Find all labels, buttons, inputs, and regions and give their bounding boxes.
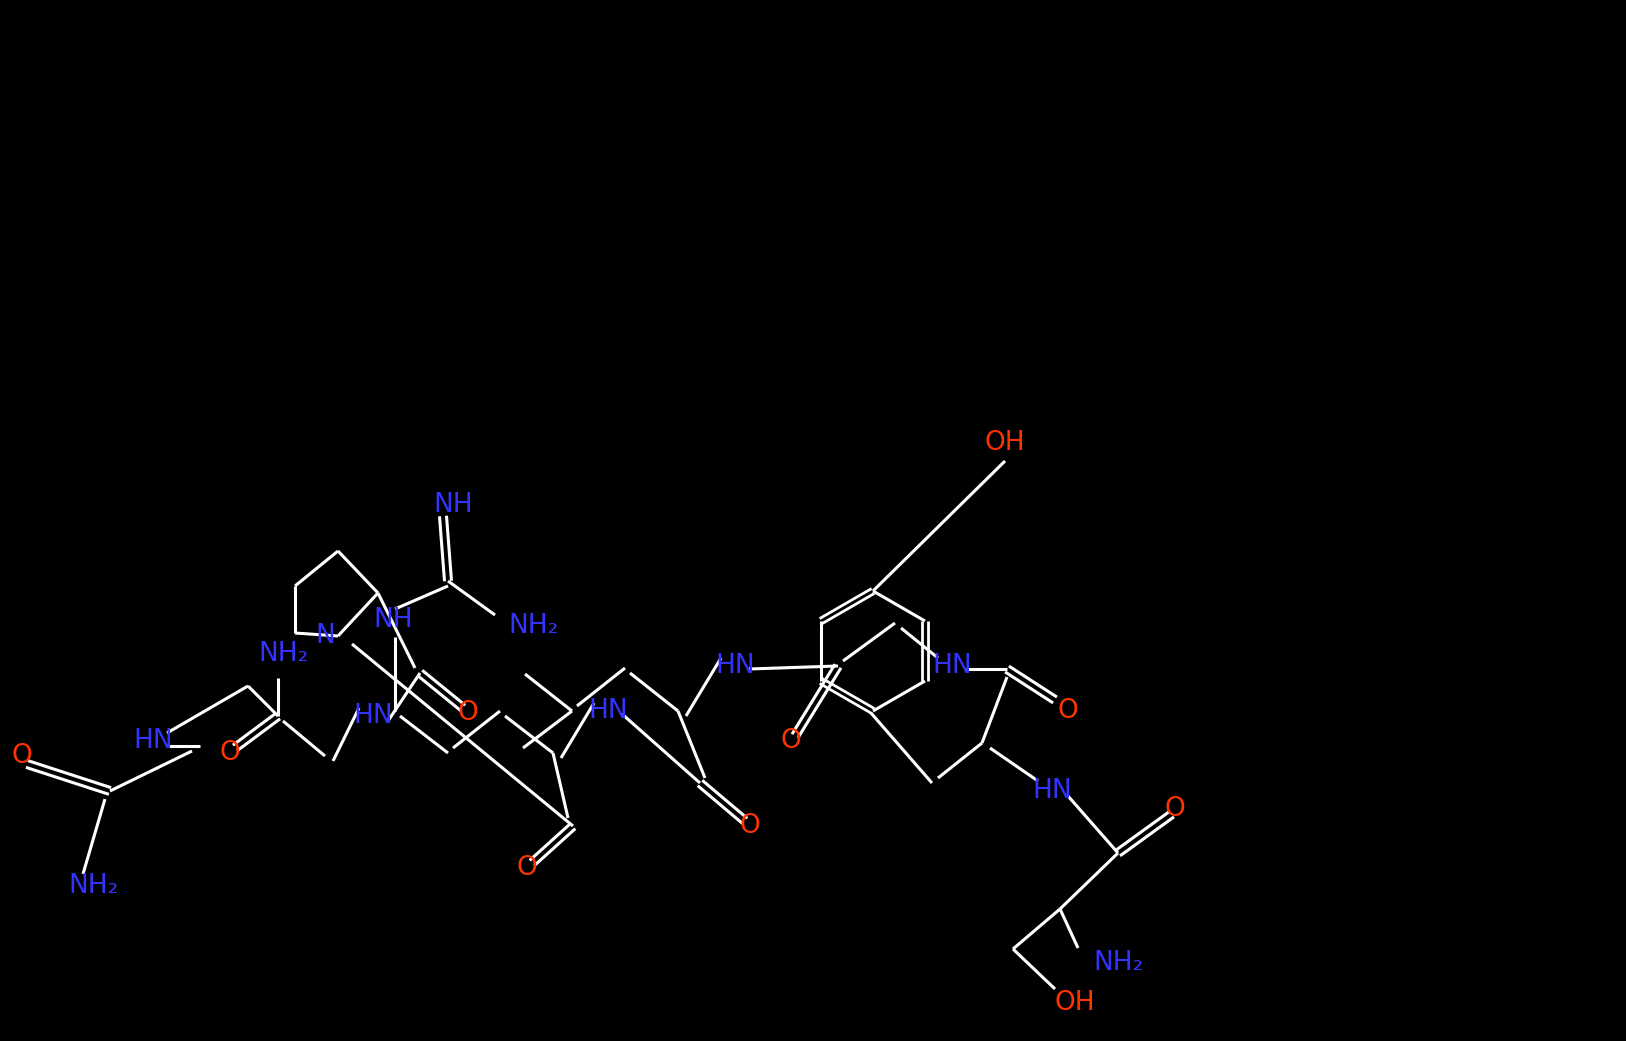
- Text: O: O: [1164, 796, 1185, 822]
- Text: O: O: [220, 740, 241, 766]
- Text: NH₂: NH₂: [68, 873, 119, 899]
- Text: NH₂: NH₂: [507, 613, 558, 639]
- Text: HN: HN: [353, 703, 393, 729]
- Text: NH₂: NH₂: [259, 641, 307, 667]
- Text: HN: HN: [589, 699, 628, 723]
- Text: O: O: [740, 813, 761, 839]
- Text: O: O: [1057, 699, 1078, 723]
- Text: HN: HN: [1033, 778, 1072, 804]
- Text: O: O: [517, 855, 537, 881]
- Text: NH: NH: [433, 492, 473, 518]
- Text: NH: NH: [374, 607, 413, 633]
- Text: NH₂: NH₂: [1093, 950, 1143, 976]
- Text: HN: HN: [932, 653, 972, 679]
- Text: O: O: [780, 728, 802, 754]
- Text: OH: OH: [1055, 990, 1096, 1016]
- Text: HN: HN: [715, 653, 754, 679]
- Text: HN: HN: [133, 728, 172, 754]
- Text: N: N: [315, 623, 335, 649]
- Text: O: O: [457, 700, 478, 726]
- Text: O: O: [11, 743, 33, 769]
- Text: OH: OH: [985, 430, 1026, 456]
